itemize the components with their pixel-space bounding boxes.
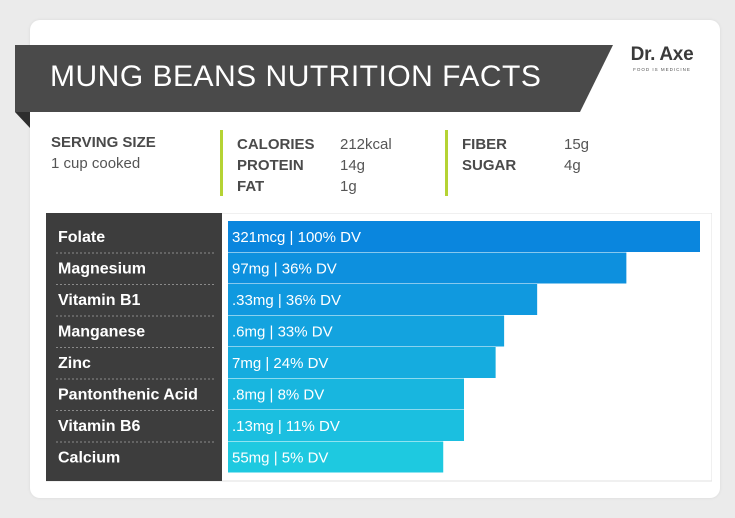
- banner-shape: [15, 45, 613, 128]
- bar-vitamin-b6: [228, 410, 464, 441]
- fat-value: 1g: [340, 178, 357, 195]
- page-title: MUNG BEANS NUTRITION FACTS: [50, 60, 542, 93]
- fiber-label: FIBER: [462, 136, 507, 153]
- bar-folate: [228, 221, 700, 252]
- nutrient-bar-chart: 321mcg | 100% DV Folate 97mg | 36% DV Magne…: [46, 213, 712, 482]
- brand-tagline: FOOD IS MEDICINE: [633, 67, 691, 72]
- calories-label: CALORIES: [237, 136, 315, 153]
- category-label: Magnesium: [58, 261, 146, 278]
- category-label: Zinc: [58, 355, 91, 372]
- banner-bg: [15, 45, 613, 112]
- sugar-label: SUGAR: [462, 157, 517, 174]
- sugar-value: 4g: [564, 157, 581, 174]
- bar-value-label: .8mg | 8% DV: [232, 387, 324, 404]
- bar-calcium: [228, 441, 444, 473]
- divider: [445, 130, 448, 196]
- bar-value-label: .13mg | 11% DV: [232, 418, 340, 435]
- bar-manganese: [228, 315, 505, 347]
- fat-label: FAT: [237, 178, 265, 195]
- title-banner: [15, 45, 613, 131]
- banner-fold: [15, 112, 30, 128]
- bar-value-label: .33mg | 36% DV: [232, 292, 341, 309]
- bar-magnesium: [228, 252, 627, 284]
- bar-value-label: 321mcg | 100% DV: [232, 229, 361, 246]
- bar-value-label: 7mg | 24% DV: [232, 355, 328, 372]
- divider: [220, 130, 223, 196]
- brand-logo: Dr. Axe FOOD IS MEDICINE: [617, 44, 707, 72]
- category-label: Folate: [58, 229, 105, 246]
- category-label: Pantonthenic Acid: [58, 387, 198, 404]
- category-label: Vitamin B6: [58, 418, 141, 435]
- fiber-value: 15g: [564, 136, 590, 153]
- category-label: Vitamin B1: [58, 292, 141, 309]
- category-label: Manganese: [58, 324, 145, 341]
- serving-size-label: SERVING SIZE: [51, 134, 156, 151]
- protein-value: 14g: [340, 157, 366, 174]
- serving-size-value: 1 cup cooked: [51, 155, 141, 172]
- bar-value-label: 97mg | 36% DV: [232, 261, 337, 278]
- calories-value: 212kcal: [340, 136, 392, 153]
- bar-vitamin-b1: [228, 284, 538, 315]
- brand-name: Dr. Axe: [630, 44, 694, 65]
- bar-zinc: [228, 347, 496, 378]
- bar-value-label: 55mg | 5% DV: [232, 450, 328, 467]
- bar-pantonthenic-acid: [228, 378, 464, 410]
- protein-label: PROTEIN: [237, 157, 304, 174]
- category-label: Calcium: [58, 450, 120, 467]
- bar-value-label: .6mg | 33% DV: [232, 324, 333, 341]
